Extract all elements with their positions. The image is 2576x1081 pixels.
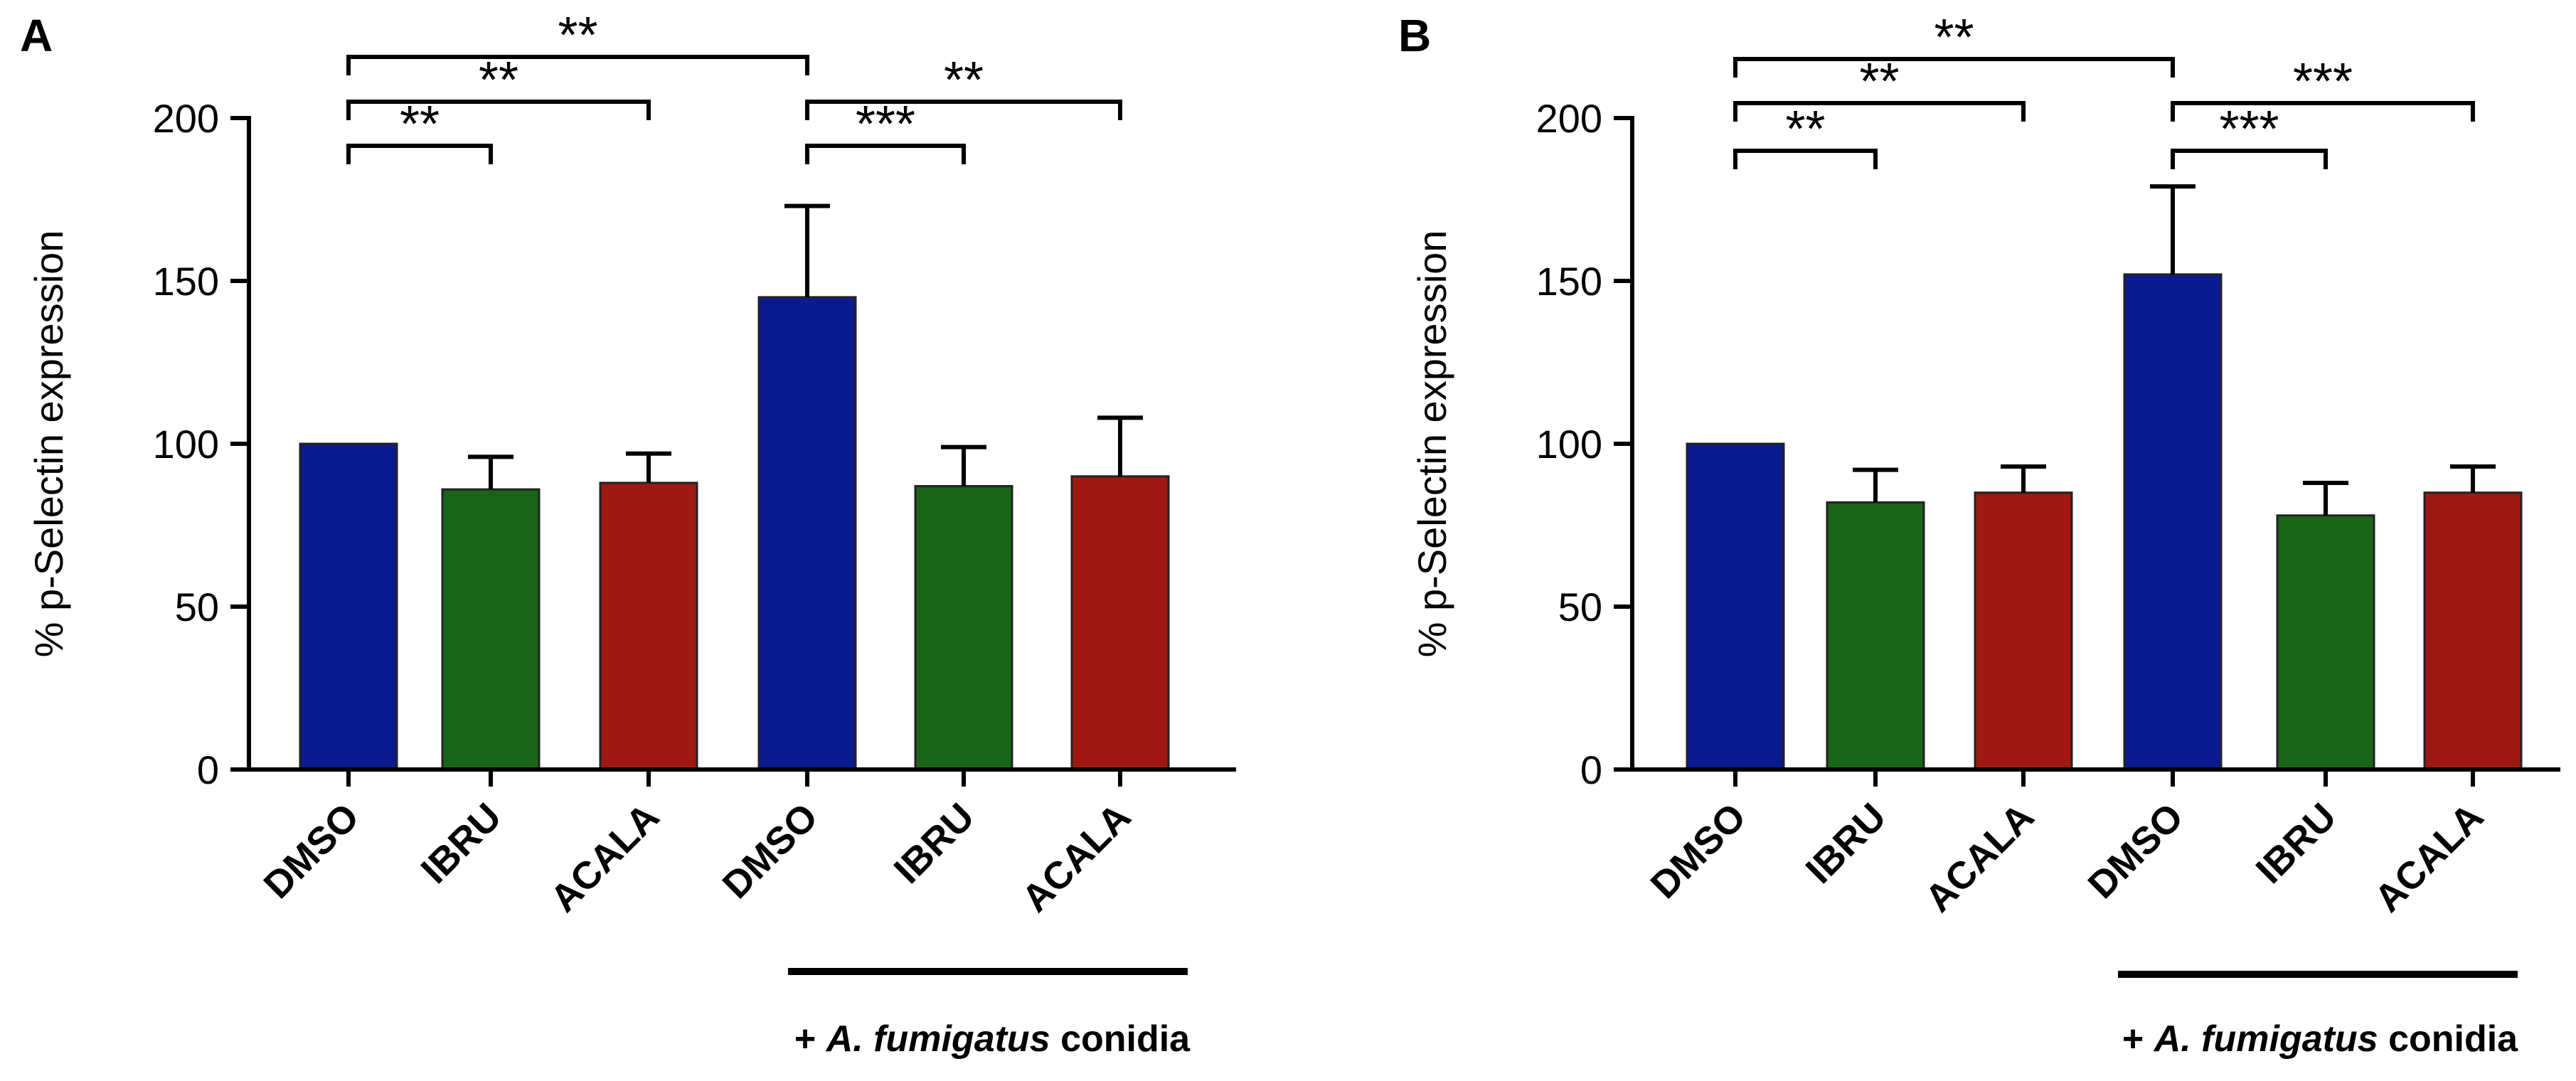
significance-bracket [1733, 57, 2175, 78]
y-axis-label: % p-Selectin expression [26, 230, 71, 658]
chart-panel-a: A % p-Selectin expression 0 50 100 150 200 DMSO… [20, 7, 1236, 1060]
bar [2276, 514, 2375, 771]
treatment-group-label: + A. fumigatus conidia [2122, 1018, 2518, 1060]
bar [1974, 491, 2073, 771]
bar [757, 296, 857, 771]
bar [2423, 491, 2523, 771]
x-tick-label: ACALA [2366, 795, 2491, 920]
y-tick-label: 200 [1536, 96, 1602, 141]
significance-label: ** [944, 52, 984, 109]
chart-panel-b: B % p-Selectin expression 0 50 100 150 200 DMSO… [1398, 9, 2560, 1060]
y-tick-label: 100 [1536, 422, 1602, 467]
bar [441, 488, 541, 771]
significance-label: *** [2219, 101, 2279, 158]
y-tick-label: 0 [197, 747, 219, 792]
significance-label: ** [1934, 9, 1974, 66]
x-tick-label: IBRU [886, 795, 983, 892]
x-tick-label: DMSO [715, 795, 826, 907]
significance-bracket [346, 100, 651, 120]
treatment-group-label: + A. fumigatus conidia [794, 1018, 1191, 1060]
significance-bracket [1733, 101, 2026, 122]
bar [1686, 442, 1785, 771]
treatment-suffix: conidia [1050, 1018, 1191, 1060]
significance-bracket [2171, 101, 2475, 122]
panel-letter: A [20, 10, 53, 61]
significance-bracket [346, 144, 493, 164]
treatment-prefix: + [2122, 1018, 2154, 1060]
y-tick-label: 50 [1558, 585, 1602, 629]
y-axis-label: % p-Selectin expression [1410, 230, 1454, 658]
significance-bracket [805, 144, 966, 164]
significance-bracket [2171, 149, 2328, 169]
x-tick-label: ACALA [1013, 795, 1139, 920]
x-tick-label: IBRU [413, 795, 510, 892]
treatment-organism: A. fumigatus [825, 1018, 1050, 1060]
treatment-organism: A. fumigatus [2153, 1018, 2378, 1060]
x-tick-label: IBRU [1798, 795, 1895, 892]
x-tick-label: ACALA [1917, 795, 2042, 920]
treatment-suffix: conidia [2378, 1018, 2519, 1060]
bar [299, 442, 398, 771]
significance-label: ** [400, 96, 440, 153]
y-tick-label: 200 [153, 96, 219, 141]
y-tick-label: 150 [153, 259, 219, 304]
significance-label: ** [1859, 53, 1899, 110]
y-tick-label: 100 [153, 422, 219, 467]
x-tick-label: IBRU [2248, 795, 2345, 892]
bar [599, 481, 698, 771]
y-tick-label: 0 [1580, 747, 1602, 792]
significance-label: *** [2293, 53, 2353, 110]
bar [2123, 273, 2223, 771]
x-tick-label: DMSO [256, 795, 368, 907]
x-tick-label: DMSO [2080, 795, 2192, 907]
panel-letter: B [1398, 10, 1431, 61]
significance-bracket [1733, 149, 1878, 169]
significance-label: ** [479, 52, 518, 109]
y-tick-label: 50 [175, 585, 219, 629]
bar [1826, 501, 1925, 771]
treatment-prefix: + [794, 1018, 826, 1060]
significance-label: ** [1785, 101, 1825, 158]
bar [1070, 475, 1170, 771]
significance-label: *** [856, 96, 915, 153]
x-tick-label: DMSO [1643, 795, 1755, 907]
significance-bracket [346, 55, 809, 75]
significance-bracket [805, 100, 1122, 120]
y-tick-label: 150 [1536, 259, 1602, 304]
x-tick-label: ACALA [542, 795, 667, 920]
bar [914, 485, 1013, 771]
significance-label: ** [558, 7, 597, 64]
